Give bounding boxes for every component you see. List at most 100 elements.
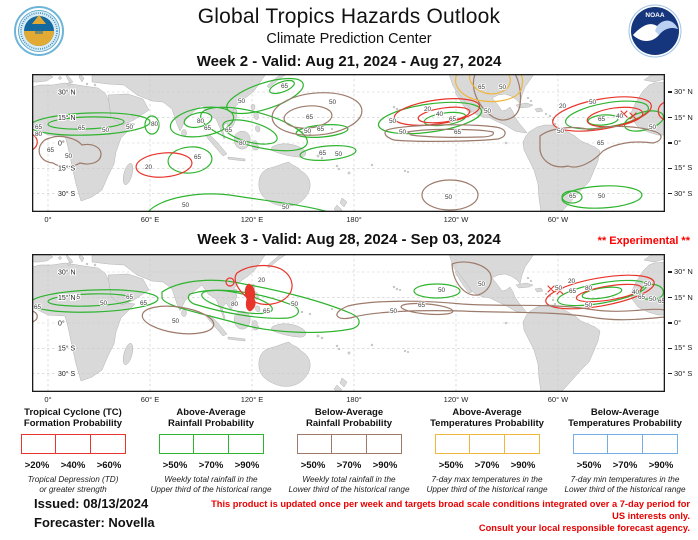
lat-label-right: 30° S [668,189,692,198]
contour [417,106,471,124]
legend-threshold: >70% [612,459,638,471]
legend-color-boxes [20,433,126,454]
legend-threshold: >90% [648,459,674,471]
contour [377,101,483,135]
legend-thresholds: >20% >40% >60% [6,460,140,471]
lon-label: 0° [44,395,52,404]
contour-value-label: 50 [445,194,453,201]
contour-value-label: 80 [197,118,205,125]
lat-label-right: 0° [668,318,681,327]
legend-threshold: >50% [162,459,188,471]
contour-value-label: 50 [555,285,563,292]
contour-value-label: 65 [319,150,327,157]
contour-value-label: 50 [499,84,507,91]
contour [393,98,481,126]
gridlines [32,74,665,212]
legend-color-cell [20,433,57,454]
legend-description: Weekly total rainfall in the Lower third … [288,474,410,495]
contour [400,302,454,316]
contour-value-label: 65 [126,294,134,301]
contour-value-label: 50 [399,129,407,136]
contour-value-label: 50 [644,281,652,288]
contour [283,105,333,129]
contour-value-label: 65 [194,154,202,161]
contour-value-label: 80 [151,121,159,128]
contour [587,114,619,126]
contour-value-label: 65 [35,124,43,131]
lat-label-left: 30° N [58,268,76,276]
lat-label-right: 0° [668,138,681,147]
week3-map-panel: 65 50 65 65 65 50 50 65 80 20 50 65 50 50 50 20 40 50 65 80… [0,254,698,414]
week2-map-panel: 65 50 50 65 80 80 65 50 80 65 50 65 65 80 50 65 65 50 20 65… [0,74,698,234]
contour-value-label: 65 [140,300,148,307]
contour-value-label: 50 [335,151,343,158]
page-subtitle: Climate Prediction Center [266,31,432,47]
legend-threshold: >90% [510,459,536,471]
noaa-logo: NOAA [628,4,682,58]
contour [472,74,522,121]
contour-value-label: 65 [263,308,271,315]
legend-title: Above-Average Rainfall Probability [167,407,255,429]
lat-label-right: 15° S [668,343,692,352]
contour-value-label: 65 [281,83,289,90]
contour [575,283,643,303]
lat-label-right: 30° S [668,369,692,378]
contour-value-label: 65 [449,116,457,123]
lat-label-left: 15° N [58,114,76,122]
lat-label-right: 15° N [668,113,693,122]
lon-label: 0° [44,215,52,224]
contour-value-label: 20 [559,103,567,110]
legend-color-boxes [158,433,264,454]
legend-item: Below-Average Temperatures Probability >50… [558,407,692,495]
legend-title: Below-Average Temperatures Probability [568,407,682,429]
legend-color-cell [572,433,609,454]
lon-label: 60° E [140,395,160,404]
legend-color-cell [89,433,126,454]
legend-threshold: >60% [96,459,122,471]
contour-value-label: 50 [291,301,299,308]
legend-thresholds: >50% >70% >90% [282,460,416,471]
legend-title: Above-Average Temperatures Probability [430,407,544,429]
contour-value-label: 40 [616,113,624,120]
lon-label: 120° E [240,395,264,404]
contour [406,128,495,138]
contour [32,112,151,136]
contour [169,106,235,138]
lon-label: 120° E [240,215,264,224]
contour [161,279,360,334]
legend-title: Tropical Cyclone (TC) Formation Probabili… [23,407,123,429]
legend-item: Above-Average Temperatures Probability >50… [420,407,554,495]
legend-thresholds: >50% >70% >90% [558,460,692,471]
contour-value-label: 50 [238,98,246,105]
legend-color-boxes [296,433,402,454]
legend-description: Weekly total rainfall in the Upper third … [150,474,272,495]
contour-value-label: 50 [649,124,657,131]
contour-value-label: 65 [598,116,606,123]
lat-label-left: 15° S [58,345,76,353]
contour [144,115,160,135]
lon-label: 60° W [547,395,569,404]
legend-color-boxes [434,433,540,454]
contour-value-label: 80 [35,131,43,138]
legend-threshold: >90% [372,459,398,471]
contour-value-label: 80 [231,301,239,308]
contour [384,124,506,142]
lat-label-left: 30° S [58,190,76,198]
legend-threshold: >20% [24,459,50,471]
contour [200,106,308,152]
issued-date: Issued: 08/13/2024 [34,496,149,511]
page-title: Global Tropics Hazards Outlook [197,5,501,28]
contour-value-label: 65 [317,126,325,133]
contour [413,283,461,299]
legend-color-cell [503,433,540,454]
contour-value-label: 50 [585,302,593,309]
legend-color-cell [641,433,678,454]
contour [299,145,357,161]
lon-label: 60° E [140,215,160,224]
contour [620,110,637,120]
contour-value-label: 50 [100,300,108,307]
contour [47,116,125,130]
contour-value-label: 80 [239,140,247,147]
